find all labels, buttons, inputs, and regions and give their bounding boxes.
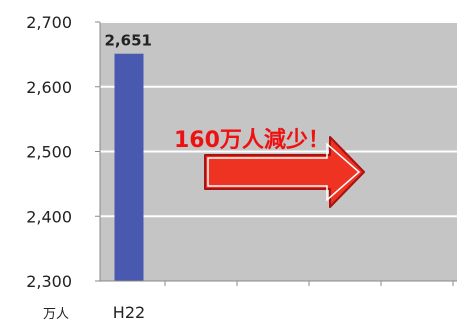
bar bbox=[114, 53, 144, 281]
y-tick-label: 2,700 bbox=[26, 13, 72, 32]
bars bbox=[114, 53, 144, 281]
y-unit-label: 万人 bbox=[43, 307, 69, 322]
axes bbox=[95, 21, 457, 286]
annotation: 160万人減少！ bbox=[174, 128, 365, 208]
data-label: 2,651 bbox=[105, 32, 152, 50]
y-tick-label: 2,400 bbox=[26, 207, 72, 226]
labels: 2,3002,4002,5002,6002,7002,651H222,466H2… bbox=[26, 13, 152, 322]
y-tick-label: 2,600 bbox=[26, 78, 72, 97]
x-tick-label: H22 bbox=[113, 303, 145, 322]
plot-area bbox=[100, 21, 457, 281]
arrow-right-icon bbox=[204, 136, 365, 208]
arrow-inner-outline bbox=[207, 142, 361, 202]
y-tick-label: 2,500 bbox=[26, 143, 72, 162]
annotation-text: 160万人減少！ bbox=[174, 128, 330, 153]
y-tick-label: 2,300 bbox=[26, 272, 72, 291]
